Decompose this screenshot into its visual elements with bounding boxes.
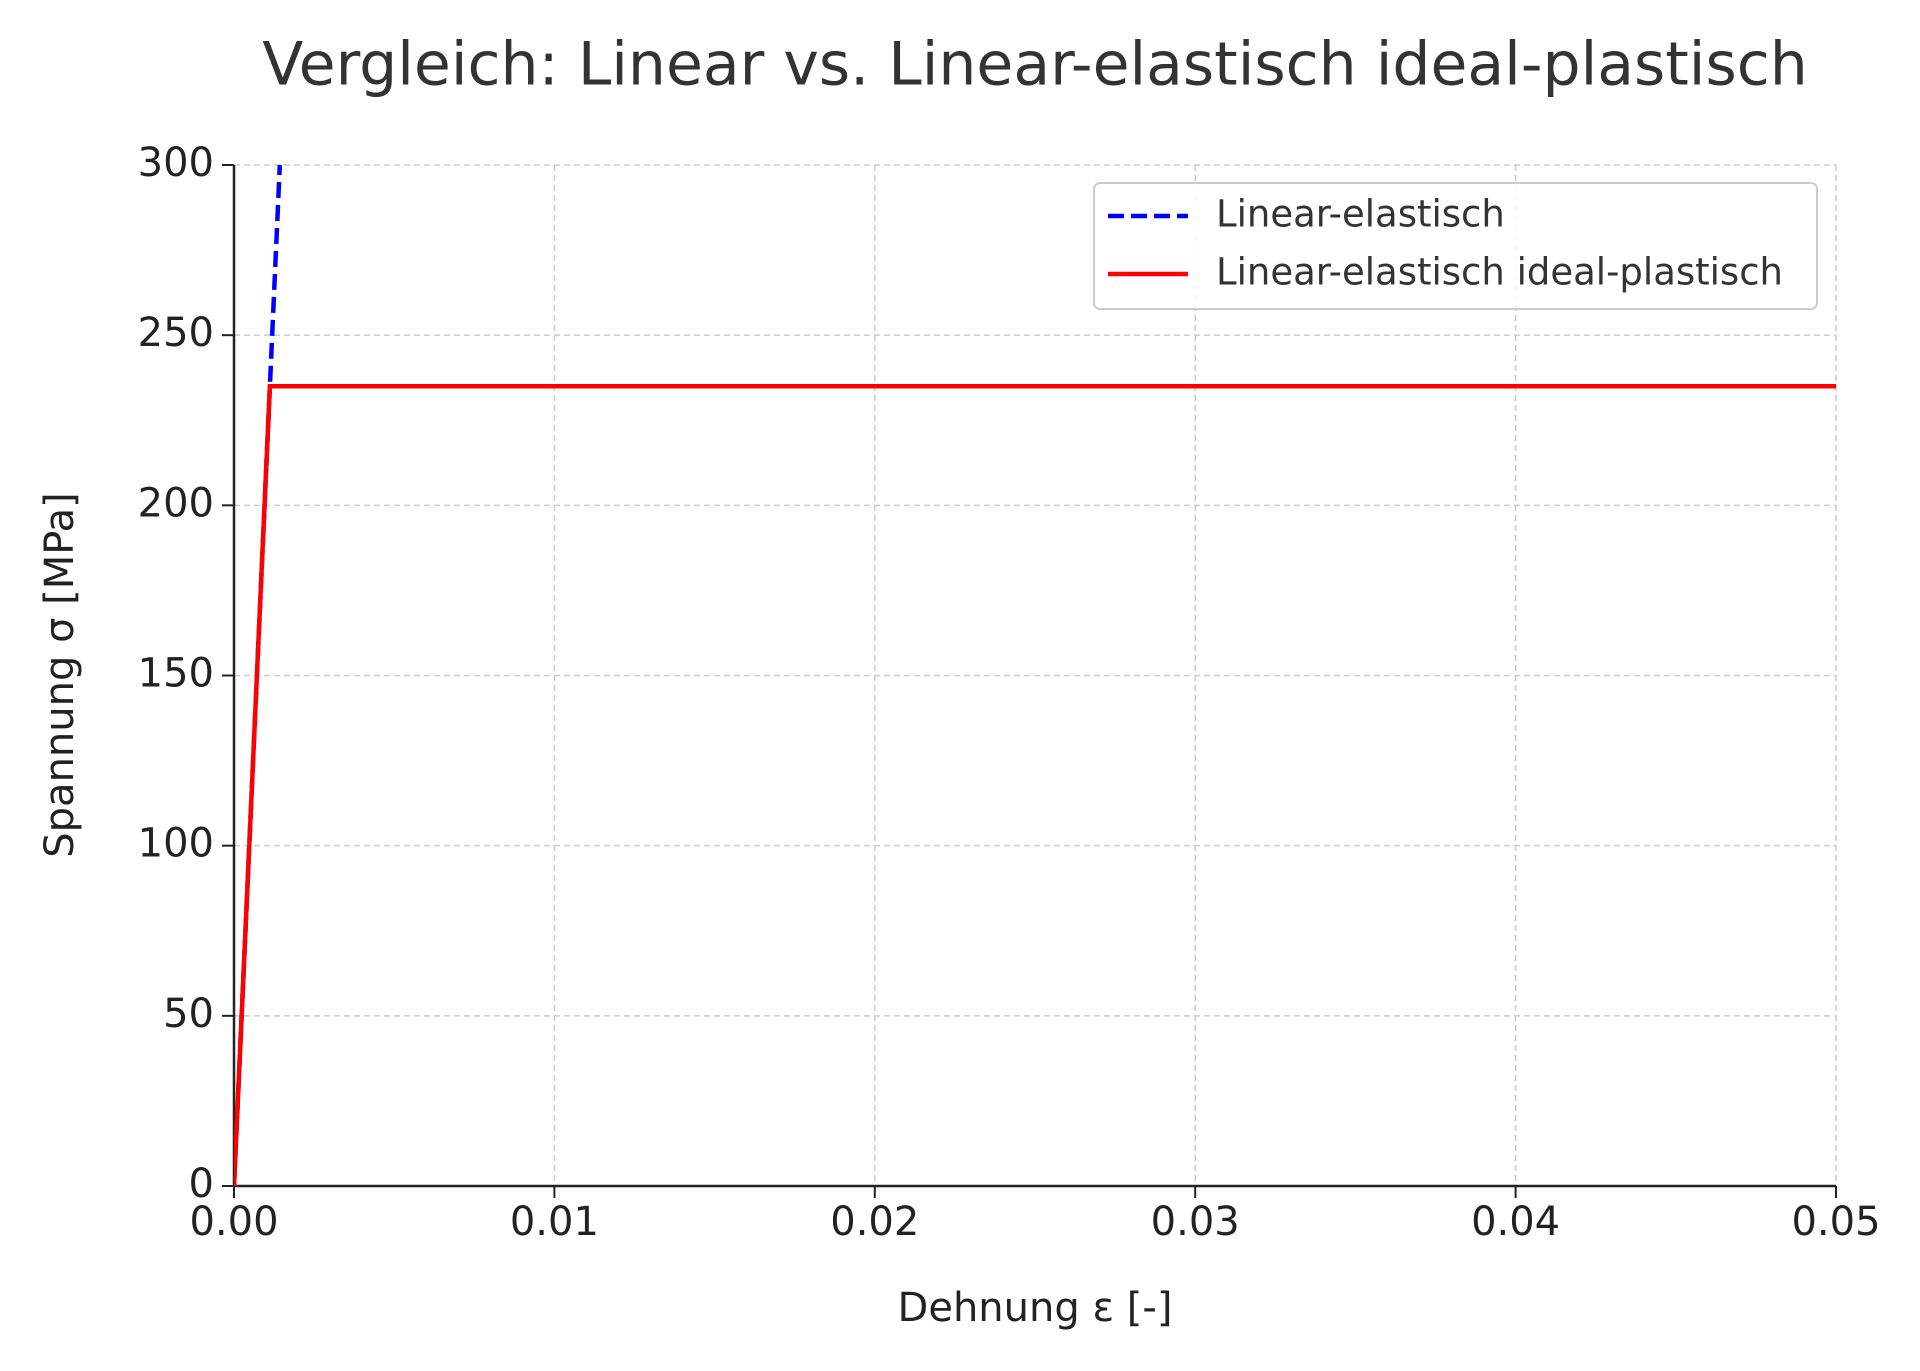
x-tick-label: 0.03 [1151,1199,1240,1245]
x-tick-label: 0.05 [1791,1199,1880,1245]
chart-title: Vergleich: Linear vs. Linear-elastisch i… [262,30,1807,100]
x-tick-label: 0.04 [1471,1199,1560,1245]
y-tick-label: 0 [189,1161,214,1207]
legend-box [1093,182,1818,310]
legend-label: Linear-elastisch [1216,193,1505,236]
x-axis-label: Dehnung ε [-] [898,1285,1173,1331]
y-tick-label: 150 [138,651,214,697]
x-tick-label: 0.01 [510,1199,599,1245]
series-line [234,383,1836,1186]
legend-label: Linear-elastisch ideal-plastisch [1216,251,1783,294]
y-tick-label: 300 [138,140,214,186]
x-tick-label: 0.02 [830,1199,919,1245]
y-tick-label: 50 [163,991,214,1037]
y-axis-label: Spannung σ [MPa] [37,492,83,857]
y-tick-label: 100 [138,821,214,867]
x-tick-label: 0.00 [189,1199,278,1245]
plot-area [234,165,1836,1186]
y-tick-label: 200 [138,480,214,526]
y-tick-label: 250 [138,310,214,356]
legend: Linear-elastisch Linear-elastisch ideal-p… [1093,182,1818,310]
